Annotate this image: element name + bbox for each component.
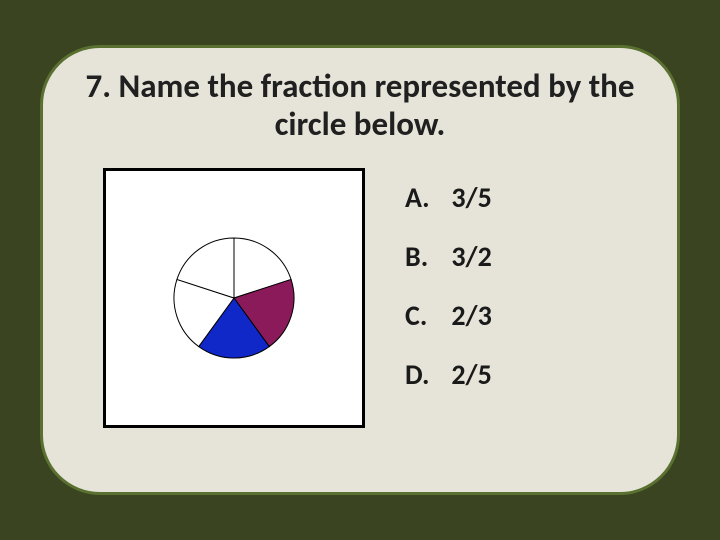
content-row: A. 3/5 B. 3/2 C. 2/3 D. 2/5 <box>75 168 645 428</box>
answer-letter: B. <box>405 239 445 274</box>
answer-letter: D. <box>405 357 445 392</box>
answer-text: 2/5 <box>451 357 491 392</box>
fraction-pie-chart <box>154 218 314 378</box>
quiz-card: 7. Name the fraction represented by the … <box>40 45 680 495</box>
answer-option-a[interactable]: A. 3/5 <box>405 180 492 215</box>
answer-text: 3/2 <box>451 239 491 274</box>
answer-option-c[interactable]: C. 2/3 <box>405 298 492 333</box>
answer-option-b[interactable]: B. 3/2 <box>405 239 492 274</box>
answer-letter: C. <box>405 298 445 333</box>
answer-option-d[interactable]: D. 2/5 <box>405 357 492 392</box>
answer-letter: A. <box>405 180 445 215</box>
question-title: 7. Name the fraction represented by the … <box>75 68 645 144</box>
answer-text: 3/5 <box>451 180 491 215</box>
answer-list: A. 3/5 B. 3/2 C. 2/3 D. 2/5 <box>405 168 492 392</box>
figure-box <box>103 168 365 428</box>
answer-text: 2/3 <box>451 298 491 333</box>
